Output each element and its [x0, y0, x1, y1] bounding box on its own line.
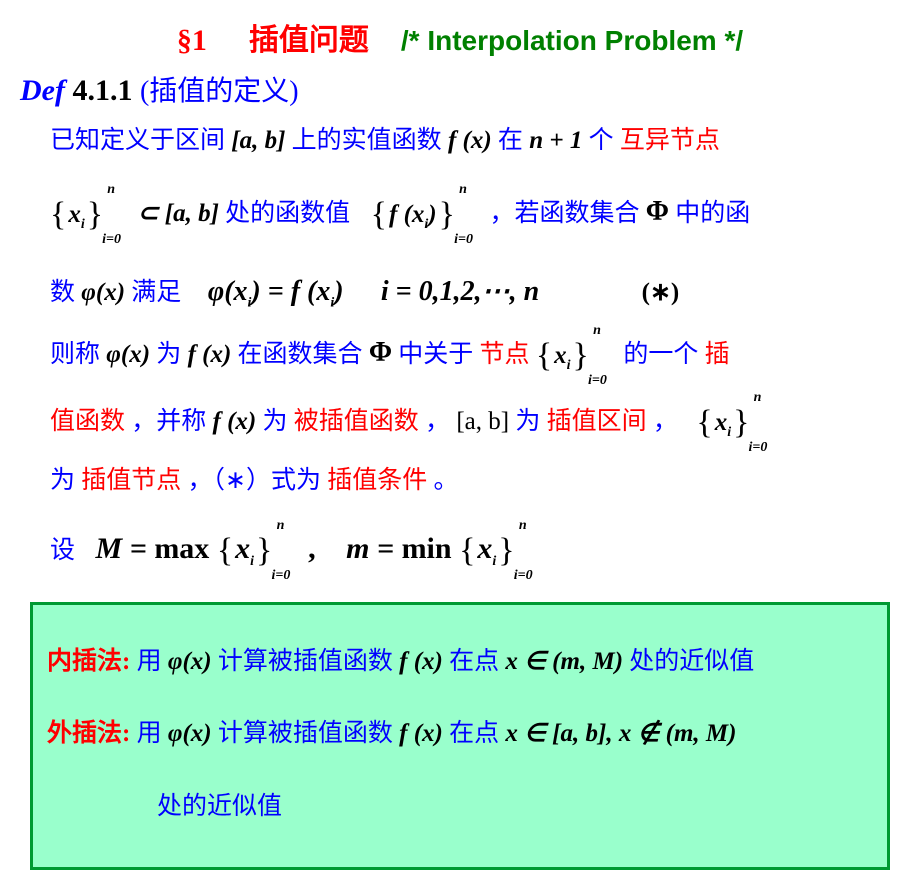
title-english: /* Interpolation Problem */ [401, 25, 743, 56]
set-xi-2: {xi} n i=0 [536, 324, 589, 389]
body-line-4: 则称 φ(x) 为 f (x) 在函数集合 Φ 中关于 节点 {xi} n i=… [50, 324, 900, 389]
methods-box: 内插法: 用 φ(x) 计算被插值函数 f (x) 在点 x ∈ (m, M) … [30, 602, 890, 871]
interp-label-inner: 内插法: [47, 648, 130, 675]
def-subtitle: (插值的定义) [140, 76, 299, 107]
def-label: Def [20, 74, 65, 107]
box-line-2b: 处的近似值 [157, 783, 873, 831]
section-number: §1 [177, 24, 207, 57]
box-line-2: 外插法: 用 φ(x) 计算被插值函数 f (x) 在点 x ∈ [a, b],… [47, 710, 873, 758]
set-fxi: {f (xi)} n i=0 [371, 183, 455, 248]
interp-label-outer: 外插法: [47, 720, 130, 747]
definition-header: Def 4.1.1 (插值的定义) [20, 69, 900, 109]
body-line-5: 值函数 ，并称 f (x) 为 被插值函数 ， [a, b] 为 插值区间 ， … [50, 391, 900, 456]
title-chinese: 插值问题 [249, 24, 369, 57]
definition-body: 已知定义于区间 [a, b] 上的实值函数 f (x) 在 n + 1 个 互异… [50, 117, 900, 584]
body-line-6: 为 插值节点 ，（∗）式为 插值条件 。 [50, 457, 900, 505]
slide-title: §1 插值问题 /* Interpolation Problem */ [20, 15, 900, 59]
body-line-1: 已知定义于区间 [a, b] 上的实值函数 f (x) 在 n + 1 个 互异… [50, 117, 900, 165]
body-line-7: 设 M = max {xi} n i=0 , m = min {xi} n i=… [50, 519, 900, 584]
set-xi-1: {xi} n i=0 [50, 183, 103, 248]
star-marker: (∗) [642, 279, 680, 306]
body-line-2: {xi} n i=0 ⊂ [a, b] 处的函数值 {f (xi)} n i=0… [50, 183, 900, 248]
slide-root: §1 插值问题 /* Interpolation Problem */ Def … [0, 0, 920, 890]
set-xi-3: {xi} n i=0 [696, 391, 749, 456]
phi-symbol: Φ [646, 185, 669, 238]
def-number: 4.1.1 [72, 74, 132, 107]
body-line-3: 数 φ(x) 满足 φ(xi) = f (xi) i = 0,1,2,⋯, n … [50, 265, 900, 318]
box-line-1: 内插法: 用 φ(x) 计算被插值函数 f (x) 在点 x ∈ (m, M) … [47, 638, 873, 686]
